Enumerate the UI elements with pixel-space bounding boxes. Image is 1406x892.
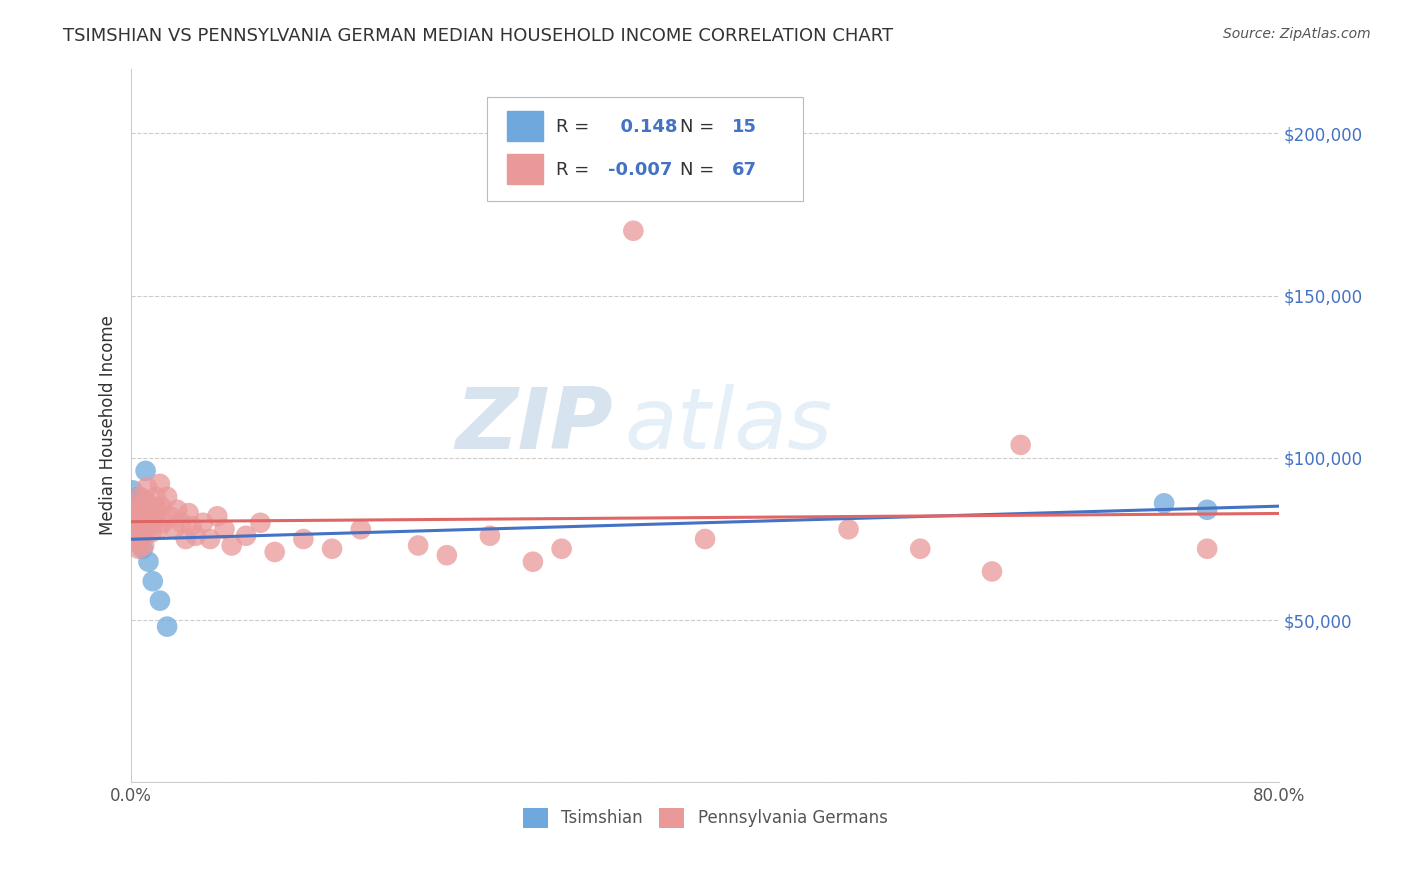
Point	[143, 509, 166, 524]
Text: atlas: atlas	[624, 384, 832, 467]
Text: R =: R =	[555, 161, 595, 179]
Text: TSIMSHIAN VS PENNSYLVANIA GERMAN MEDIAN HOUSEHOLD INCOME CORRELATION CHART: TSIMSHIAN VS PENNSYLVANIA GERMAN MEDIAN …	[63, 27, 893, 45]
Point	[134, 516, 156, 530]
Text: -0.007: -0.007	[607, 161, 672, 179]
Point	[134, 539, 156, 553]
Point	[122, 522, 145, 536]
Point	[121, 483, 143, 498]
Point	[122, 509, 145, 524]
Point	[135, 464, 157, 478]
Point	[910, 541, 932, 556]
Y-axis label: Median Household Income: Median Household Income	[100, 316, 117, 535]
Point	[127, 506, 149, 520]
Point	[693, 532, 716, 546]
Point	[621, 224, 644, 238]
Point	[138, 555, 160, 569]
Point	[135, 493, 157, 508]
Point	[148, 522, 170, 536]
Bar	[506, 112, 543, 141]
Text: Source: ZipAtlas.com: Source: ZipAtlas.com	[1223, 27, 1371, 41]
Point	[139, 506, 162, 520]
Point	[132, 506, 155, 520]
Point	[150, 500, 173, 514]
Point	[163, 522, 186, 536]
Point	[152, 516, 174, 530]
Point	[180, 519, 202, 533]
Point	[221, 539, 243, 553]
Point	[122, 532, 145, 546]
Point	[128, 525, 150, 540]
Text: N =: N =	[681, 119, 720, 136]
Point	[125, 500, 148, 514]
Point	[1010, 438, 1032, 452]
Text: 67: 67	[731, 161, 756, 179]
Point	[149, 476, 172, 491]
Point	[145, 490, 167, 504]
Point	[142, 574, 165, 589]
Point	[981, 565, 1004, 579]
Point	[1153, 496, 1175, 510]
Point	[124, 506, 146, 520]
Point	[184, 529, 207, 543]
Point	[350, 522, 373, 536]
Point	[142, 500, 165, 514]
Point	[132, 529, 155, 543]
Point	[191, 516, 214, 530]
Point	[838, 522, 860, 536]
Point	[522, 555, 544, 569]
Point	[249, 516, 271, 530]
Point	[128, 509, 150, 524]
Point	[263, 545, 285, 559]
Text: 15: 15	[731, 119, 756, 136]
Point	[125, 519, 148, 533]
Point	[136, 480, 159, 494]
Point	[1197, 503, 1219, 517]
Point	[127, 541, 149, 556]
Point	[121, 522, 143, 536]
Point	[146, 503, 169, 517]
Legend: Tsimshian, Pennsylvania Germans: Tsimshian, Pennsylvania Germans	[516, 801, 894, 835]
Point	[406, 539, 429, 553]
Point	[207, 509, 229, 524]
Point	[156, 490, 179, 504]
Text: ZIP: ZIP	[456, 384, 613, 467]
Point	[138, 519, 160, 533]
Point	[478, 529, 501, 543]
Bar	[506, 154, 543, 184]
Point	[132, 541, 155, 556]
Point	[135, 509, 157, 524]
Point	[128, 512, 150, 526]
Point	[149, 593, 172, 607]
Point	[127, 529, 149, 543]
Point	[127, 490, 149, 504]
Point	[174, 532, 197, 546]
Text: N =: N =	[681, 161, 720, 179]
Point	[198, 532, 221, 546]
Point	[1197, 541, 1219, 556]
Point	[125, 532, 148, 546]
Point	[550, 541, 572, 556]
Point	[436, 548, 458, 562]
Point	[235, 529, 257, 543]
Point	[138, 500, 160, 514]
Point	[141, 525, 163, 540]
Point	[129, 519, 152, 533]
Point	[177, 506, 200, 520]
Point	[124, 535, 146, 549]
Point	[124, 516, 146, 530]
Point	[292, 532, 315, 546]
FancyBboxPatch shape	[486, 97, 803, 201]
Point	[142, 516, 165, 530]
Point	[166, 503, 188, 517]
Point	[321, 541, 343, 556]
Text: R =: R =	[555, 119, 595, 136]
Text: 0.148: 0.148	[607, 119, 678, 136]
Point	[159, 509, 181, 524]
Point	[129, 529, 152, 543]
Point	[214, 522, 236, 536]
Point	[129, 500, 152, 514]
Point	[156, 619, 179, 633]
Point	[128, 490, 150, 504]
Point	[170, 516, 193, 530]
